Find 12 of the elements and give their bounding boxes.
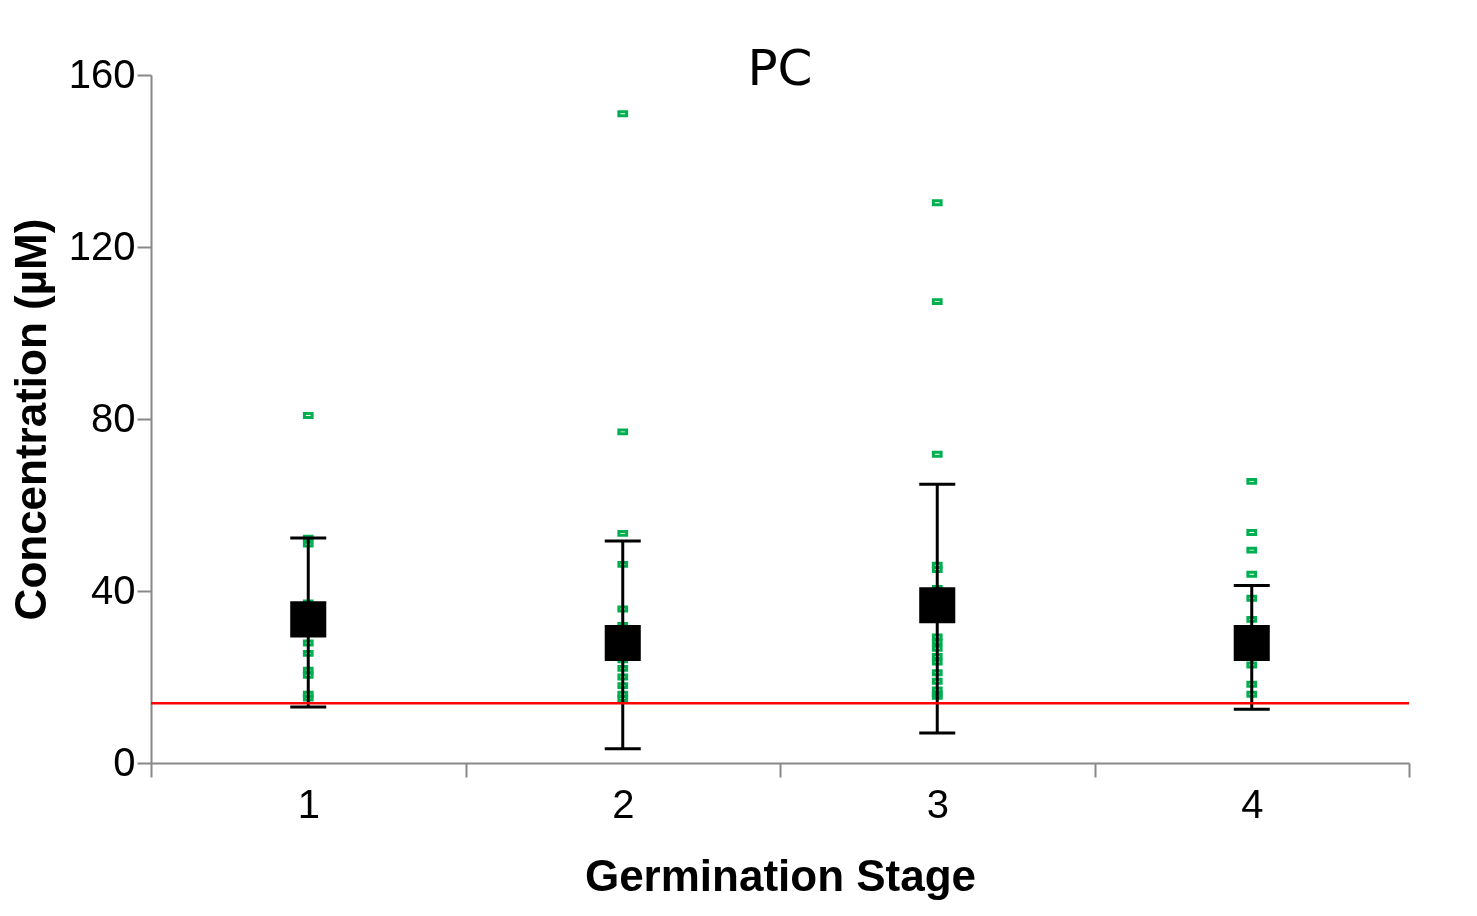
x-tick-label: 1 — [297, 781, 320, 826]
y-tick-label: 80 — [91, 395, 136, 440]
y-tick-label: 40 — [91, 567, 136, 612]
x-tick-label: 3 — [926, 781, 949, 826]
y-tick-label: 0 — [113, 739, 136, 784]
x-axis-title: Germination Stage — [584, 850, 977, 900]
x-tick-label: 4 — [1241, 781, 1264, 826]
y-axis-title: Concentration (µM) — [5, 218, 55, 621]
chart-title: PC — [747, 39, 813, 97]
x-tick-label: 2 — [612, 781, 635, 826]
y-tick-label: 120 — [68, 223, 136, 268]
y-tick-label: 160 — [68, 51, 136, 96]
